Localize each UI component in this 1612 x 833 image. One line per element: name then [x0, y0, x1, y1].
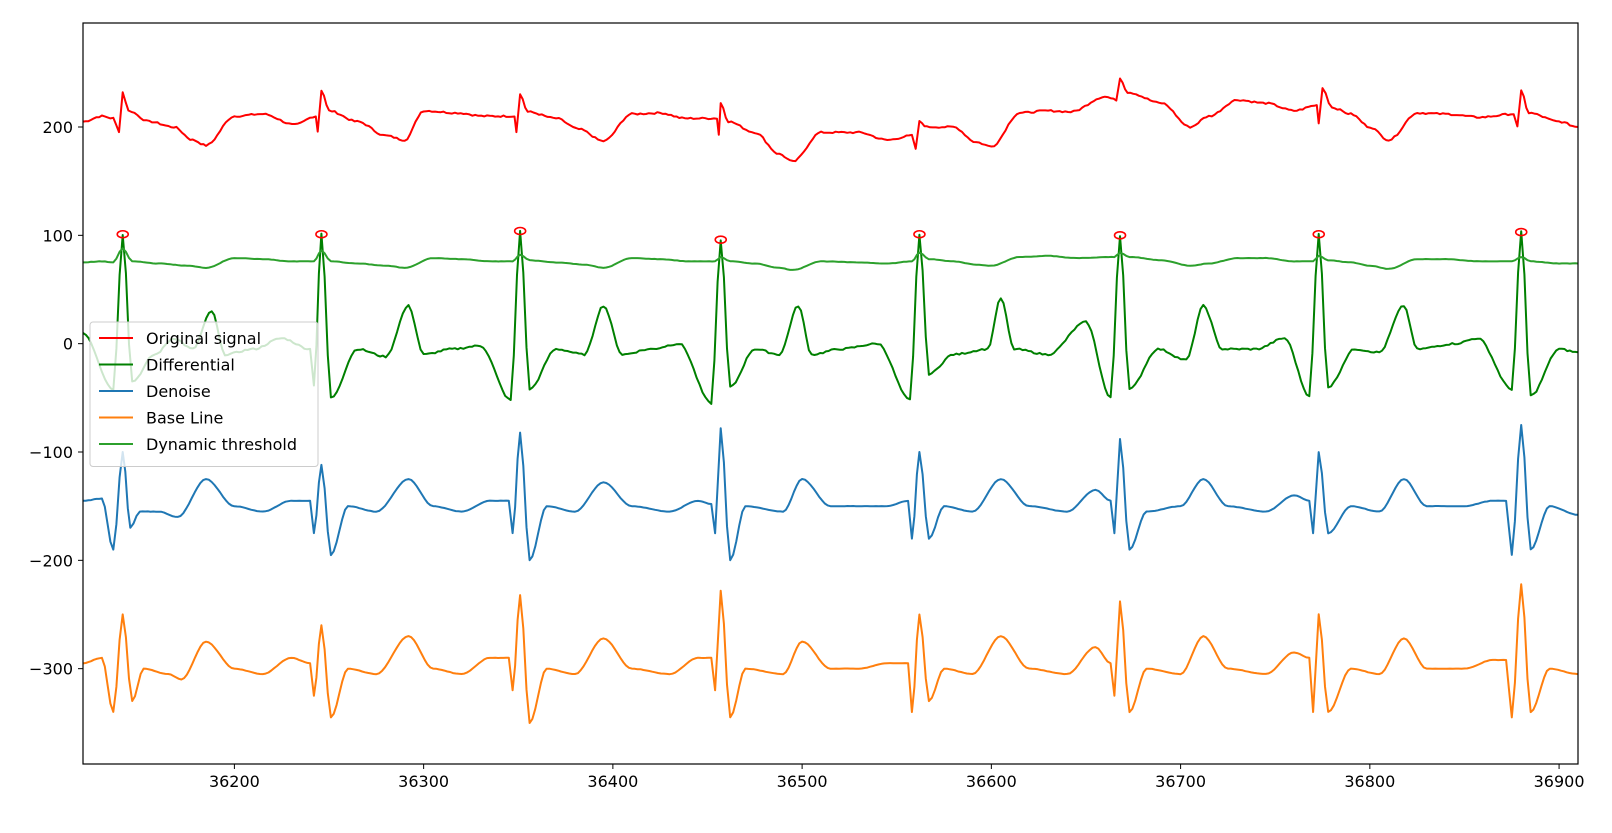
x-tick-label: 36400	[587, 772, 638, 791]
series-line-original-signal	[83, 77, 1578, 163]
peak-marker	[513, 226, 527, 236]
series-line-differential	[83, 229, 1578, 405]
plot-frame	[82, 22, 1579, 765]
peak-marker	[913, 229, 926, 239]
y-tick-label: −100	[29, 443, 73, 462]
legend-label: Denoise	[146, 382, 211, 401]
series-line-base-line	[83, 583, 1578, 724]
x-tick-label: 36300	[398, 772, 449, 791]
series-line-denoise	[83, 424, 1578, 562]
x-tick-label: 36600	[966, 772, 1017, 791]
peak-marker	[1514, 227, 1528, 237]
legend-box	[89, 321, 319, 467]
peak-marker	[1312, 229, 1326, 239]
y-tick-label: −300	[29, 660, 73, 679]
legend-label: Base Line	[146, 409, 223, 428]
peak-marker-layer	[116, 226, 1528, 244]
x-tick-label: 36200	[209, 772, 260, 791]
x-tick-label: 36700	[1155, 772, 1206, 791]
y-tick-label: 200	[42, 118, 73, 137]
peak-marker	[315, 229, 328, 239]
y-tick-label: 100	[42, 226, 73, 245]
tick-layer: 36200 36300 36400 36500 36600 36700 36800 36900…	[29, 118, 1584, 791]
peak-marker	[714, 235, 728, 244]
series-line-dynamic-threshold	[83, 247, 1578, 271]
legend-label: Dynamic threshold	[146, 435, 297, 454]
series-layer	[83, 77, 1578, 724]
peak-marker	[116, 229, 130, 239]
legend: Original signal Differential Denoise Base L…	[89, 321, 319, 467]
x-tick-label: 36800	[1344, 772, 1395, 791]
x-tick-label: 36900	[1534, 772, 1585, 791]
y-tick-label: 0	[63, 335, 73, 354]
peak-marker	[1113, 231, 1127, 240]
x-tick-label: 36500	[777, 772, 828, 791]
legend-label: Original signal	[146, 329, 261, 348]
legend-label: Differential	[146, 356, 235, 375]
y-tick-label: −200	[29, 551, 73, 570]
